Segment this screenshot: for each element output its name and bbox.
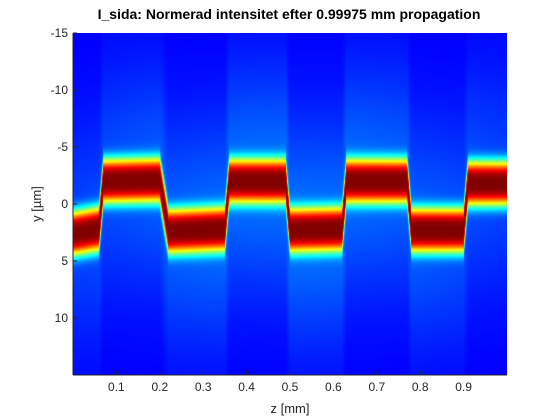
x-axis: 0.1 0.2 0.3 0.4 0.5 0.6 0.7 0.8 0.9 [108,371,472,394]
x-tick-label: 0.4 [238,380,255,394]
x-tick-label: 0.2 [151,380,168,394]
y-tick-label: -5 [57,140,68,154]
y-tick-label: 5 [61,254,68,268]
chart-title: I_sida: Normerad intensitet efter 0.9997… [98,6,481,22]
y-axis: -15 -10 -5 0 5 10 [51,26,77,325]
y-tick-label: -10 [51,83,69,97]
plot-area [72,33,507,376]
y-tick-label: -15 [51,26,69,40]
x-tick-label: 0.9 [455,380,472,394]
x-tick-label: 0.1 [108,380,125,394]
x-tick-label: 0.6 [325,380,342,394]
x-axis-label: z [mm] [271,401,310,416]
y-tick-label: 10 [55,311,69,325]
y-axis-label: y [µm] [29,186,44,222]
intensity-heatmap [73,33,507,375]
x-tick-label: 0.5 [282,380,299,394]
x-tick-label: 0.3 [195,380,212,394]
y-tick-label: 0 [61,197,68,211]
x-tick-label: 0.7 [368,380,385,394]
x-tick-label: 0.8 [412,380,429,394]
